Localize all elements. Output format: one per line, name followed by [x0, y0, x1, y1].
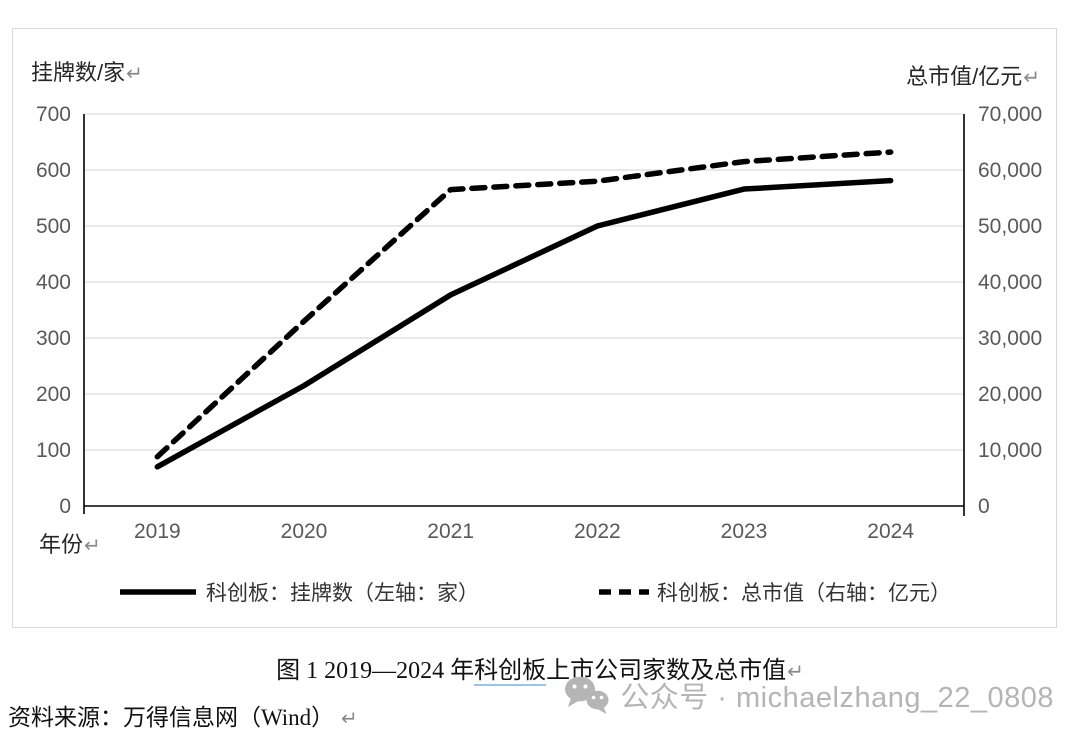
left-axis-title-text: 挂牌数/家 [31, 60, 126, 85]
right-axis-tick-label: 10,000 [978, 439, 1042, 462]
x-axis-tick-label: 2021 [427, 520, 474, 543]
caption-prefix: 图 1 2019—2024 年 [276, 658, 475, 684]
right-axis-title-text: 总市值/亿元 [906, 64, 1023, 89]
x-axis-title: 年份↵ [39, 527, 101, 559]
right-axis-tick-label: 30,000 [978, 327, 1042, 350]
left-axis-tick-label: 100 [36, 439, 71, 462]
legend-label: 科创板：总市值（右轴：亿元） [657, 582, 951, 605]
left-axis-tick-label: 500 [36, 215, 71, 238]
paragraph-mark-icon: ↵ [84, 535, 101, 557]
solid-line-swatch-icon [120, 589, 196, 595]
right-axis-title: 总市值/亿元↵ [906, 59, 1040, 91]
right-axis-tick-label: 50,000 [978, 215, 1042, 238]
series-line-marketcap [154, 149, 894, 460]
legend-label: 科创板：挂牌数（左轴：家） [206, 582, 479, 605]
series-line-listings [154, 177, 894, 470]
caption-underlined-term: 科创板 [474, 658, 547, 686]
dashed-line-swatch-icon [599, 589, 649, 595]
left-axis-title: 挂牌数/家↵ [31, 55, 143, 87]
x-axis-title-text: 年份 [39, 532, 84, 557]
legend-item-listings: 科创板：挂牌数（左轴：家） [118, 577, 479, 607]
right-axis-tick-label: 20,000 [978, 383, 1042, 406]
chart-legend: 科创板：挂牌数（左轴：家） 科创板：总市值（右轴：亿元） [13, 577, 1056, 607]
paragraph-mark-icon: ↵ [340, 708, 358, 730]
x-axis-tick-label: 2024 [867, 520, 914, 543]
left-axis-tick-label: 200 [36, 383, 71, 406]
x-axis-tick-label: 2019 [134, 520, 181, 543]
left-axis-tick-label: 0 [59, 495, 71, 518]
left-axis-tick-label: 600 [36, 159, 71, 182]
right-axis-tick-label: 70,000 [978, 103, 1042, 126]
data-source-line: 资料来源：万得信息网（Wind） ↵ [8, 698, 358, 732]
right-axis-tick-label: 60,000 [978, 159, 1042, 182]
line-chart: 0 100 200 300 400 500 600 700 0 10,000 20,000 30,00… [36, 103, 1042, 543]
x-axis-tick-label: 2020 [281, 520, 328, 543]
paragraph-mark-icon: ↵ [787, 661, 804, 683]
x-axis-tick-label: 2023 [721, 520, 768, 543]
wechat-icon [565, 676, 609, 714]
legend-item-marketcap: 科创板：总市值（右轴：亿元） [597, 577, 951, 607]
right-axis-tick-label: 0 [978, 495, 990, 518]
left-axis-tick-label: 400 [36, 271, 71, 294]
watermark-text: 公众号 · michaelzhang_22_0808 [620, 682, 1054, 714]
source-text: 资料来源：万得信息网（Wind） [8, 705, 335, 730]
paragraph-mark-icon: ↵ [1023, 67, 1040, 89]
paragraph-mark-icon: ↵ [126, 63, 143, 85]
right-axis-tick-label: 40,000 [978, 271, 1042, 294]
watermark: 公众号 · michaelzhang_22_0808 [564, 674, 1054, 716]
left-axis-tick-label: 300 [36, 327, 71, 350]
left-axis-tick-label: 700 [36, 103, 71, 126]
figure-caption: 图 1 2019—2024 年科创板上市公司家数及总市值↵ [0, 650, 1080, 686]
x-axis-tick-label: 2022 [574, 520, 621, 543]
chart-frame: 挂牌数/家↵ 总市值/亿元↵ 0 100 200 300 400 500 600 700 0 10… [12, 28, 1057, 628]
